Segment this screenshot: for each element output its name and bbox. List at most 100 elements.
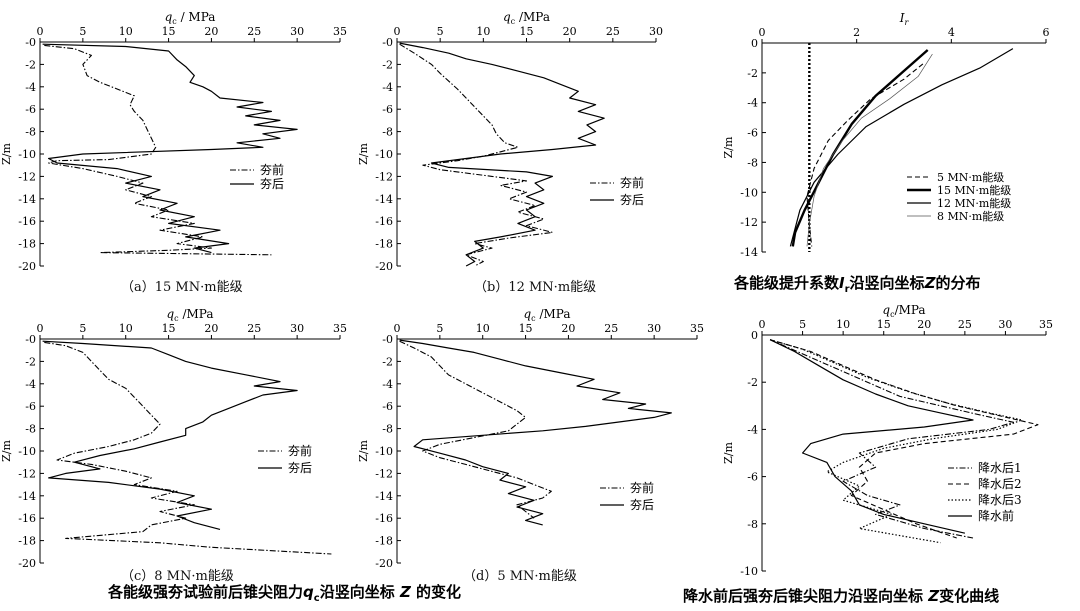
x-tick-label-c: 35 <box>333 322 347 335</box>
series-line-c-1 <box>42 340 298 530</box>
x-tick-label-c: 15 <box>162 322 176 335</box>
y-tick-label-b: -2 <box>382 58 393 71</box>
y-tick-label-ir: -2 <box>747 67 758 80</box>
series-line-ir-0 <box>806 63 924 247</box>
y-tick-label-water: -10 <box>740 565 758 578</box>
x-tick-label-c: 25 <box>247 322 261 335</box>
main-caption-right-top-text-1: 各能级提升系数 <box>734 274 840 292</box>
x-tick-label-d: 30 <box>647 322 661 335</box>
legend-label-b-1: 夯后 <box>620 193 644 207</box>
series-line-a-1 <box>42 43 298 254</box>
main-caption-right-bottom-z: Z <box>928 587 940 605</box>
legend-label-ir-3: 8 MN·m能级 <box>937 209 1004 223</box>
y-tick-label-d: -8 <box>382 423 393 436</box>
y-tick-label-c: -4 <box>25 378 36 391</box>
x-tick-label-water: 10 <box>836 318 850 331</box>
x-tick-label-water: 15 <box>877 318 891 331</box>
x-tick-label-c: 10 <box>119 322 133 335</box>
y-axis-label-a: Z/m <box>0 143 13 165</box>
y-tick-label-a: -10 <box>18 148 36 161</box>
y-tick-label-a: -6 <box>25 103 36 116</box>
caption-c: （c）8 MN·m能级 <box>121 569 234 584</box>
y-tick-label-c: -18 <box>18 535 36 548</box>
main-caption-right-top-text-2: 沿竖向坐标 <box>849 274 925 292</box>
legend-label-water-0: 降水后1 <box>978 461 1022 475</box>
y-axis-label-c: Z/m <box>0 440 13 462</box>
main-caption-right-top-text-3: 的分布 <box>935 274 981 292</box>
y-tick-label-d: -18 <box>375 535 393 548</box>
legend-label-ir-2: 12 MN·m能级 <box>937 196 1011 210</box>
x-tick-label-ir: 4 <box>948 26 955 39</box>
x-tick-label-a: 35 <box>333 25 347 38</box>
y-tick-label-d: -12 <box>375 467 393 480</box>
y-tick-label-ir: -8 <box>747 156 758 169</box>
y-tick-label-d: -14 <box>375 490 393 503</box>
y-tick-label-b: -16 <box>375 215 393 228</box>
y-tick-label-d: -2 <box>382 355 393 368</box>
y-tick-label-a: -0 <box>25 36 36 49</box>
legend-label-water-2: 降水后3 <box>978 493 1022 507</box>
y-tick-label-water: -2 <box>747 376 758 389</box>
main-caption-left-text-1: 各能级强夯试验前后锥尖阻力 <box>108 583 304 601</box>
main-caption-right-top-ir-sub: r <box>844 284 850 295</box>
x-axis-label-ir: Ir <box>899 11 910 27</box>
main-caption-right-top: 各能级提升系数Ir沿竖向坐标Z的分布 <box>734 272 980 295</box>
x-tick-label-b: 30 <box>649 25 663 38</box>
y-tick-label-c: -16 <box>18 512 36 525</box>
main-caption-left-qc-sub: c <box>313 593 320 604</box>
x-tick-label-c: 5 <box>79 322 86 335</box>
series-line-water-1 <box>769 339 1039 539</box>
y-axis-label-ir: Z/m <box>722 136 735 158</box>
x-tick-label-b: 25 <box>606 25 620 38</box>
y-axis-label-d: Z/m <box>357 440 370 462</box>
y-tick-label-ir: -10 <box>740 186 758 199</box>
x-tick-label-d: 15 <box>519 322 533 335</box>
y-tick-label-d: -20 <box>375 557 393 570</box>
x-tick-label-ir: 2 <box>853 26 860 39</box>
series-line-b-0 <box>399 43 553 267</box>
x-axis-label-c: qc /MPa <box>166 307 213 323</box>
x-tick-label-c: 0 <box>37 322 44 335</box>
main-caption-left-z: Z <box>399 583 411 601</box>
x-tick-label-c: 20 <box>204 322 218 335</box>
x-tick-label-ir: 0 <box>759 26 766 39</box>
y-tick-label-b: -10 <box>375 148 393 161</box>
y-tick-label-b: -0 <box>382 36 393 49</box>
x-tick-label-a: 30 <box>290 25 304 38</box>
main-caption-left-text-2: 沿竖向坐标 <box>319 583 400 601</box>
series-line-c-0 <box>44 341 332 555</box>
series-line-ir-3 <box>806 53 933 247</box>
x-tick-label-water: 20 <box>917 318 931 331</box>
legend-label-ir-1: 15 MN·m能级 <box>937 183 1011 197</box>
y-tick-label-ir: -6 <box>747 127 758 140</box>
y-tick-label-water: -6 <box>747 471 758 484</box>
y-tick-label-ir: -12 <box>740 216 758 229</box>
x-tick-label-b: 15 <box>520 25 534 38</box>
legend-label-d-0: 夯前 <box>630 480 654 495</box>
caption-b: （b）12 MN·m能级 <box>474 280 597 295</box>
x-tick-label-c: 30 <box>290 322 304 335</box>
y-tick-label-a: -8 <box>25 126 36 139</box>
series-line-water-0 <box>769 339 1015 539</box>
y-tick-label-b: -18 <box>375 238 393 251</box>
main-caption-left-qc: q <box>303 583 314 601</box>
x-tick-label-d: 10 <box>476 322 490 335</box>
y-tick-label-a: -20 <box>18 260 36 273</box>
x-tick-label-a: 0 <box>37 25 44 38</box>
main-caption-right-top-ir: I <box>839 274 845 292</box>
series-line-d-0 <box>399 340 552 519</box>
series-line-ir-1 <box>791 49 929 247</box>
legend-label-c-1: 夯后 <box>288 461 312 475</box>
y-tick-label-a: -12 <box>18 170 36 183</box>
x-tick-label-d: 20 <box>561 322 575 335</box>
main-caption-right-bottom-text-1: 降水前后强夯后锥尖阻力沿竖向坐标 <box>683 587 929 605</box>
x-tick-label-a: 10 <box>119 25 133 38</box>
y-tick-label-c: -2 <box>25 355 36 368</box>
x-tick-label-ir: 6 <box>1043 26 1050 39</box>
main-caption-left: 各能级强夯试验前后锥尖阻力qc沿竖向坐标 Z 的变化 <box>108 581 461 604</box>
x-tick-label-a: 25 <box>247 25 261 38</box>
x-tick-label-water: 5 <box>799 318 806 331</box>
main-caption-right-bottom-text-2: 变化曲线 <box>939 587 1000 605</box>
